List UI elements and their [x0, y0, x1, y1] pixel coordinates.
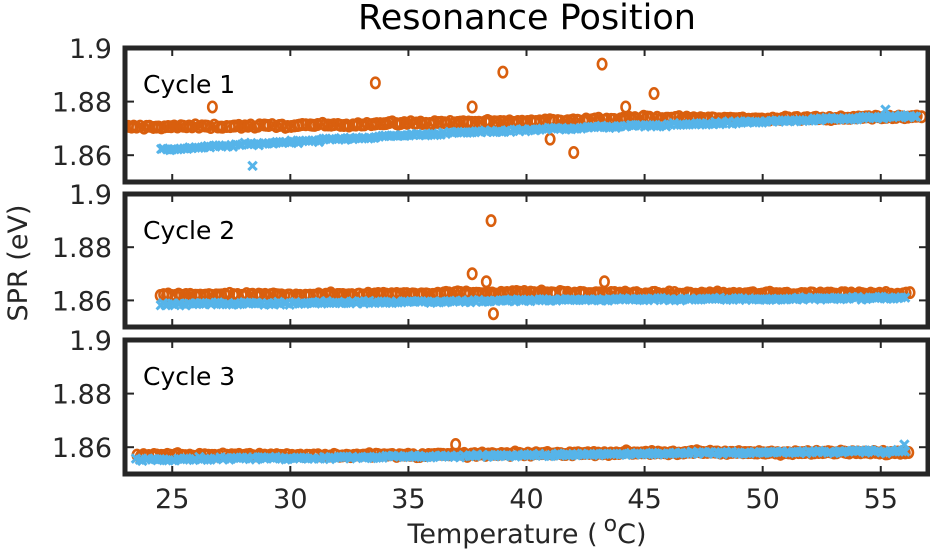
data-point [896, 445, 908, 457]
y-tick-label: 1.9 [69, 326, 112, 357]
outlier-point [206, 100, 218, 114]
data-point [232, 299, 243, 310]
panel-cycle-2: 1.86 1.88 1.9 Cycle 2 [52, 180, 930, 330]
data-point [911, 111, 922, 123]
y-tick-label: 1.86 [52, 433, 112, 464]
outlier-point [369, 76, 381, 90]
outlier-point [485, 214, 497, 228]
outlier-point [880, 104, 891, 115]
x-axis-label-text: Temperature ( [406, 519, 597, 549]
panel-cycle-3: 1.86 1.88 1.9 Cycle 3 [52, 326, 930, 477]
outlier-point [596, 57, 608, 71]
series-x [155, 104, 922, 172]
y-axis-label: SPR (eV) [3, 205, 34, 322]
plot-area [154, 214, 916, 321]
series-x [155, 291, 911, 311]
outlier-point [598, 275, 610, 289]
y-tick-label: 1.88 [52, 233, 112, 264]
cycle-label: Cycle 1 [143, 70, 235, 99]
outlier-point [466, 100, 478, 114]
x-axis-label-unit: C) [617, 519, 646, 549]
data-point [328, 118, 340, 132]
y-tick-label: 1.9 [69, 34, 112, 65]
outlier-point [480, 275, 492, 289]
data-point [202, 454, 213, 466]
data-point [282, 120, 294, 134]
y-tick-label: 1.88 [52, 88, 112, 119]
x-tick-label: 50 [745, 484, 779, 515]
x-axis-label: Temperature ( oC) [406, 512, 646, 549]
outlier-point [450, 438, 462, 452]
x-axis-label-degree: o [604, 512, 617, 537]
outlier-point [247, 160, 258, 172]
y-tick-label: 1.88 [52, 380, 112, 411]
chart-title: Resonance Position [358, 0, 696, 38]
outlier-point [568, 146, 580, 160]
x-tick-label: 30 [273, 484, 307, 515]
x-tick-label: 40 [509, 484, 543, 515]
outlier-point [544, 132, 556, 146]
outlier-point [620, 100, 632, 114]
y-tick-label: 1.86 [52, 141, 112, 172]
y-tick-label: 1.9 [69, 180, 112, 211]
y-tick-label: 1.86 [52, 286, 112, 317]
plot-area [130, 438, 915, 467]
x-tick-label: 35 [391, 484, 425, 515]
outlier-point [648, 87, 660, 101]
x-tick-label: 25 [155, 484, 189, 515]
data-point [904, 286, 916, 300]
cycle-label: Cycle 3 [143, 362, 235, 391]
x-tick-label: 45 [627, 484, 661, 515]
plot-area [125, 57, 928, 172]
series-x [130, 439, 911, 467]
x-tick-label: 55 [864, 484, 898, 515]
data-point [899, 292, 911, 303]
outlier-point [466, 267, 478, 281]
panel-cycle-1: 1.86 1.88 1.9 Cycle 1 [52, 34, 930, 185]
outlier-point [497, 65, 509, 79]
outlier-point [899, 439, 910, 450]
outlier-point [487, 307, 499, 321]
cycle-label: Cycle 2 [143, 216, 235, 245]
